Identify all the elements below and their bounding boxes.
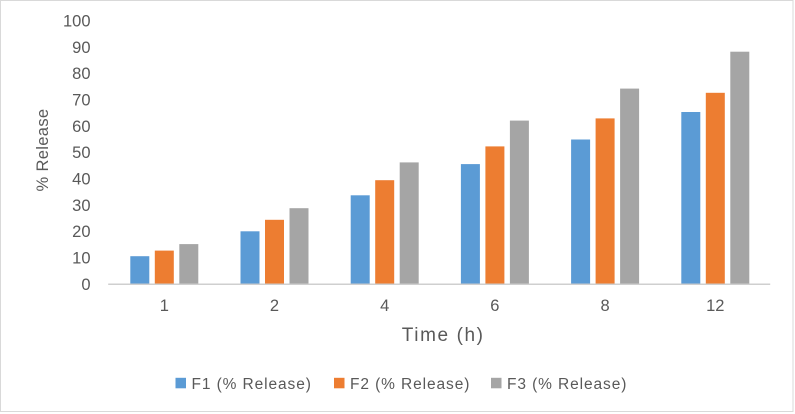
svg-text:80: 80 xyxy=(72,65,90,83)
svg-text:40: 40 xyxy=(72,171,90,189)
svg-text:2: 2 xyxy=(270,297,279,315)
svg-text:6: 6 xyxy=(490,297,499,315)
svg-text:70: 70 xyxy=(72,92,90,110)
svg-text:30: 30 xyxy=(72,197,90,215)
svg-text:8: 8 xyxy=(601,297,610,315)
svg-text:100: 100 xyxy=(63,13,91,31)
svg-text:Time (h): Time (h) xyxy=(402,325,485,346)
svg-text:% Release: % Release xyxy=(34,109,52,192)
svg-text:12: 12 xyxy=(706,297,724,315)
svg-text:0: 0 xyxy=(81,276,90,294)
svg-text:50: 50 xyxy=(72,144,90,162)
svg-text:10: 10 xyxy=(72,250,90,268)
svg-text:F2 (% Release): F2 (% Release) xyxy=(350,376,470,393)
svg-text:F3 (% Release): F3 (% Release) xyxy=(507,376,627,393)
svg-text:1: 1 xyxy=(160,297,169,315)
svg-text:F1 (% Release): F1 (% Release) xyxy=(192,376,312,393)
svg-text:4: 4 xyxy=(380,297,389,315)
svg-text:20: 20 xyxy=(72,223,90,241)
svg-text:90: 90 xyxy=(72,39,90,57)
svg-text:60: 60 xyxy=(72,118,90,136)
